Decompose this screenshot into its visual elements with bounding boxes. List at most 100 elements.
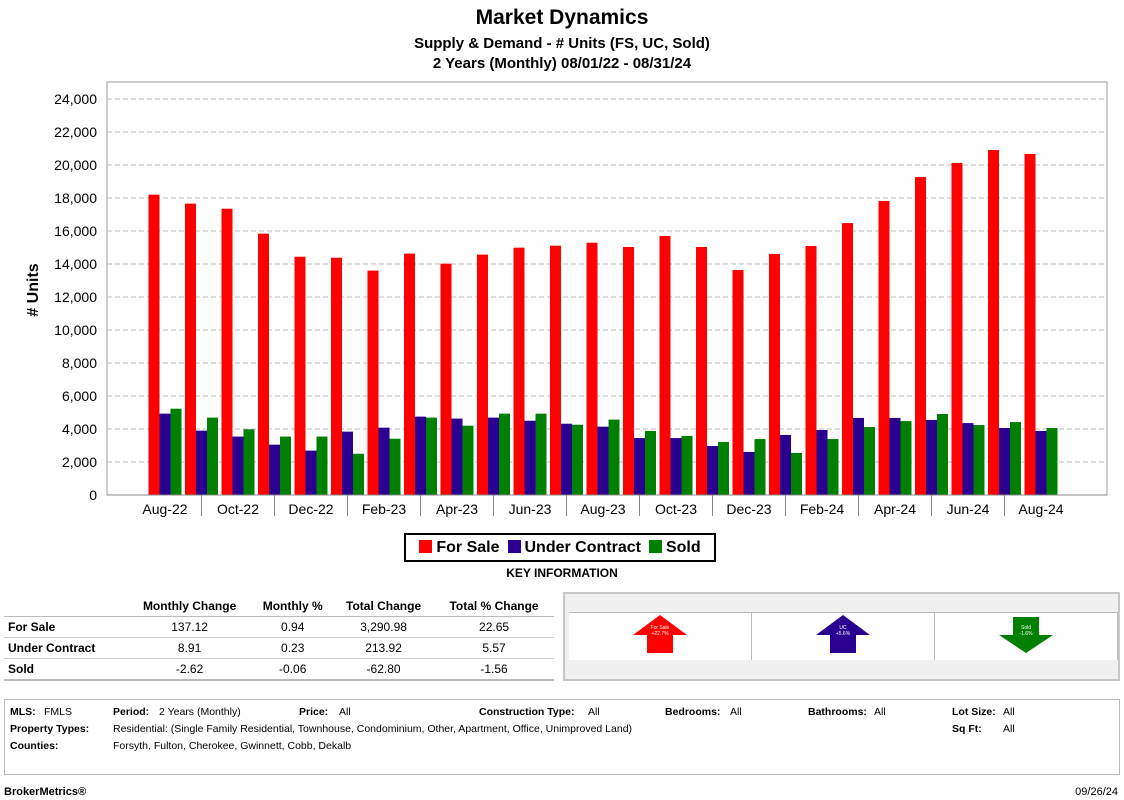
arrow-value: +5.6% — [835, 631, 851, 637]
x-tick-label: Feb-23 — [362, 501, 407, 517]
y-tick-label: 8,000 — [62, 355, 97, 371]
legend-under-contract: Under Contract — [507, 538, 641, 557]
bar-for-sale — [805, 246, 817, 495]
bar-for-sale — [221, 208, 233, 495]
y-tick-label: 2,000 — [62, 454, 97, 470]
bar-for-sale — [659, 235, 671, 495]
y-tick-label: 4,000 — [62, 421, 97, 437]
bar-for-sale — [988, 149, 999, 496]
bar-under-contract — [378, 427, 390, 495]
bar-sold — [535, 413, 547, 495]
arrow-up-icon — [816, 615, 870, 653]
key-information-heading: KEY INFORMATION — [506, 566, 618, 580]
bar-sold — [426, 417, 437, 495]
trend-arrows-panel: For Sale +22.7% UC +5.6% Sold -1.6% — [563, 592, 1120, 681]
row-label: Under Contract — [4, 637, 127, 659]
bar-under-contract — [305, 450, 317, 495]
bar-for-sale — [477, 254, 488, 495]
bar-under-contract — [889, 417, 901, 495]
stats-table: Monthly Change Monthly % Total Change Total… — [4, 596, 554, 681]
bar-for-sale — [1024, 153, 1036, 495]
bar-under-contract — [561, 423, 572, 495]
table-row: Under Contract 8.91 0.23 213.92 5.57 — [4, 637, 554, 659]
table-row: For Sale 137.12 0.94 3,290.98 22.65 — [4, 616, 554, 638]
cell: -62.80 — [333, 658, 435, 681]
bar-for-sale — [915, 177, 926, 496]
bar-sold — [1010, 422, 1021, 495]
y-tick-label: 16,000 — [54, 223, 97, 239]
bar-under-contract — [196, 430, 207, 495]
x-tick-label: Jun-24 — [947, 501, 990, 517]
y-tick-label: 6,000 — [62, 388, 97, 404]
bar-sold — [791, 452, 802, 495]
bar-for-sale — [258, 233, 269, 495]
bar-under-contract — [415, 416, 426, 495]
arrow-down-icon — [999, 617, 1053, 653]
bar-under-contract — [962, 423, 974, 495]
cell: 22.65 — [434, 616, 554, 638]
cell: 137.12 — [126, 616, 253, 638]
bar-chart: 0 2,000 4,000 6,000 8,000 10,000 12,000 14,000 1… — [25, 81, 1108, 517]
bar-sold — [827, 439, 839, 495]
legend-sold: Sold — [648, 539, 701, 557]
bar-for-sale — [623, 247, 634, 495]
bar-for-sale — [185, 203, 196, 496]
construction-value: All — [588, 706, 600, 718]
period-value: 2 Years (Monthly) — [159, 706, 241, 718]
bar-for-sale — [842, 223, 853, 495]
bar-sold — [280, 436, 291, 495]
bar-sold — [864, 427, 875, 495]
bar-under-contract — [926, 419, 937, 495]
x-tick-label: Oct-23 — [655, 501, 697, 517]
arrow-value: +22.7% — [651, 631, 669, 637]
bar-under-contract — [232, 436, 244, 495]
chart-date-range: 2 Years (Monthly) 08/01/22 - 08/31/24 — [432, 55, 692, 72]
arrow-label: Sold — [1020, 625, 1031, 631]
bedrooms-label: Bedrooms: — [665, 706, 721, 718]
table-row: Sold -2.62 -0.06 -62.80 -1.56 — [4, 658, 554, 681]
x-tick-label: Feb-24 — [800, 501, 845, 517]
report-date: 09/26/24 — [1075, 786, 1118, 798]
y-axis-label: # Units — [25, 263, 42, 316]
legend: For Sale Under Contract Sold — [404, 533, 716, 562]
bathrooms-label: Bathrooms: — [808, 706, 867, 718]
bar-sold — [973, 425, 985, 495]
bar-under-contract — [999, 428, 1010, 495]
bar-for-sale — [769, 253, 780, 495]
legend-label: Under Contract — [524, 538, 641, 556]
bar-for-sale — [878, 200, 890, 495]
property-types-value: Residential: (Single Family Residential,… — [113, 723, 633, 735]
cell: 5.57 — [434, 637, 554, 659]
bar-for-sale — [331, 257, 342, 495]
chart-title: Market Dynamics — [475, 6, 649, 29]
y-tick-label: 0 — [89, 487, 97, 503]
bar-under-contract — [269, 444, 280, 495]
mls-label: MLS: — [10, 706, 36, 718]
bar-under-contract — [1035, 430, 1047, 495]
counties-label: Counties: — [10, 740, 59, 752]
row-label: Sold — [4, 658, 127, 681]
bar-under-contract — [816, 429, 828, 495]
bar-sold — [389, 438, 401, 495]
cell: 3,290.98 — [333, 616, 435, 638]
sold-trend: Sold -1.6% — [935, 612, 1118, 660]
x-tick-label: Apr-24 — [874, 501, 916, 517]
bar-for-sale — [696, 247, 707, 495]
cell: -0.06 — [252, 658, 334, 681]
cell: 213.92 — [333, 637, 435, 659]
under-contract-trend: UC +5.6% — [752, 612, 935, 660]
bar-sold — [353, 453, 364, 495]
cell: -2.62 — [126, 658, 253, 681]
col-header: Monthly Change — [126, 596, 253, 617]
bar-for-sale — [367, 270, 379, 495]
bar-sold — [608, 419, 620, 495]
bar-sold — [718, 442, 729, 495]
bar-for-sale — [513, 247, 525, 495]
bar-under-contract — [597, 426, 609, 495]
x-tick-label: Dec-23 — [726, 501, 771, 517]
bedrooms-value: All — [730, 706, 742, 718]
cell: 0.23 — [252, 637, 334, 659]
period-label: Period: — [113, 706, 150, 718]
bar-sold — [243, 429, 255, 495]
bar-under-contract — [853, 417, 864, 495]
